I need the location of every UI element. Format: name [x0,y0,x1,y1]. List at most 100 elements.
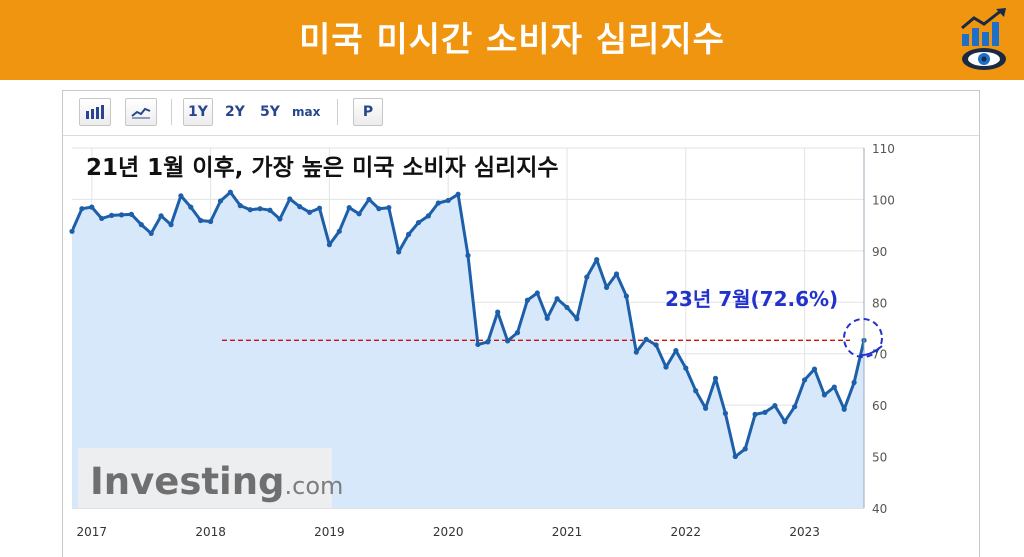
y-tick-label: 100 [872,193,895,207]
data-point [326,242,332,248]
data-point [178,193,184,199]
data-point [257,206,263,212]
data-point [673,348,679,354]
data-point [792,404,798,410]
data-point [851,379,857,386]
brand-name: Investing.com [90,460,343,503]
data-point [524,297,531,303]
toolbar-divider [171,99,172,125]
x-tick-label: 2022 [671,525,702,539]
y-tick-label: 60 [872,399,887,413]
data-point [643,336,649,342]
title-banner: 미국 미시간 소비자 심리지수 [0,0,1024,80]
data-point [435,200,441,206]
series-markers [69,189,867,460]
data-point [396,249,402,255]
data-point [277,216,283,222]
x-tick-label: 2020 [433,525,464,539]
y-axis-ticks: 40 50 60 70 80 90 100 110 [872,142,895,516]
data-point [445,197,451,204]
data-point [564,304,570,311]
data-point [693,388,699,394]
x-tick-label: 2018 [195,525,226,539]
data-point [307,209,313,215]
data-point [138,222,144,228]
data-point [208,218,214,225]
x-axis-ticks: 2017 2018 2019 2020 2021 2022 2023 [77,525,820,539]
data-point [505,338,511,344]
data-point [831,384,837,390]
data-point [346,205,352,211]
data-point [841,406,847,412]
data-point [544,315,550,321]
data-point [762,409,768,415]
data-point [247,207,253,213]
data-point [425,213,431,219]
area-chart-icon [131,107,151,119]
data-point [79,206,85,212]
data-point [742,446,748,452]
data-point [89,204,95,210]
data-point [118,212,125,218]
data-point [712,375,719,381]
data-point [584,274,590,280]
line-chart-type-button[interactable] [125,98,157,126]
data-point [465,252,471,259]
data-point [455,191,461,197]
data-point [237,203,243,209]
y-tick-label: 80 [872,296,887,310]
data-point [128,211,134,217]
range-2y-button[interactable]: 2Y [225,104,245,120]
y-tick-label: 40 [872,502,887,516]
x-tick-label: 2017 [77,525,108,539]
data-point [574,316,580,322]
data-point [99,215,105,222]
data-point [366,196,372,203]
data-point [802,377,808,383]
x-tick-label: 2021 [552,525,583,539]
data-point [485,339,491,345]
print-button[interactable]: P [353,98,383,126]
data-point [316,205,323,211]
data-point [267,207,273,213]
data-point [227,189,233,195]
data-point [158,213,164,219]
y-tick-label: 50 [872,451,887,465]
chart-title: 21년 1월 이후, 가장 높은 미국 소비자 심리지수 [86,155,559,181]
data-point [297,204,303,210]
bar-chart-type-button[interactable] [79,98,111,126]
data-point [217,198,224,204]
data-point [406,231,412,237]
data-point [198,217,204,224]
range-1y-button[interactable]: 1Y [183,98,213,126]
data-point [821,392,828,398]
data-point [69,228,75,234]
data-point [168,222,174,228]
data-point [623,293,630,299]
chart-toolbar: 1Y 2Y 5Y max P [63,91,979,136]
data-point [653,342,659,348]
data-point [287,196,293,202]
data-point [148,230,154,236]
data-point [752,411,758,417]
highlight-circle [843,318,883,358]
data-point [475,341,481,348]
x-tick-label: 2023 [789,525,820,539]
data-point [703,405,709,411]
x-tick-label: 2019 [314,525,345,539]
range-5y-button[interactable]: 5Y [260,104,280,120]
range-max-button[interactable]: max [292,105,321,119]
data-point [683,365,689,371]
data-point [514,330,521,336]
data-point [554,296,560,302]
data-point [782,419,788,425]
data-point [613,271,620,277]
data-point [336,228,342,234]
data-point [534,290,540,296]
data-point [663,364,669,370]
annotation-arrow [859,345,883,357]
data-point [356,211,362,217]
y-tick-label: 70 [872,348,887,362]
banner-title: 미국 미시간 소비자 심리지수 [299,20,725,60]
